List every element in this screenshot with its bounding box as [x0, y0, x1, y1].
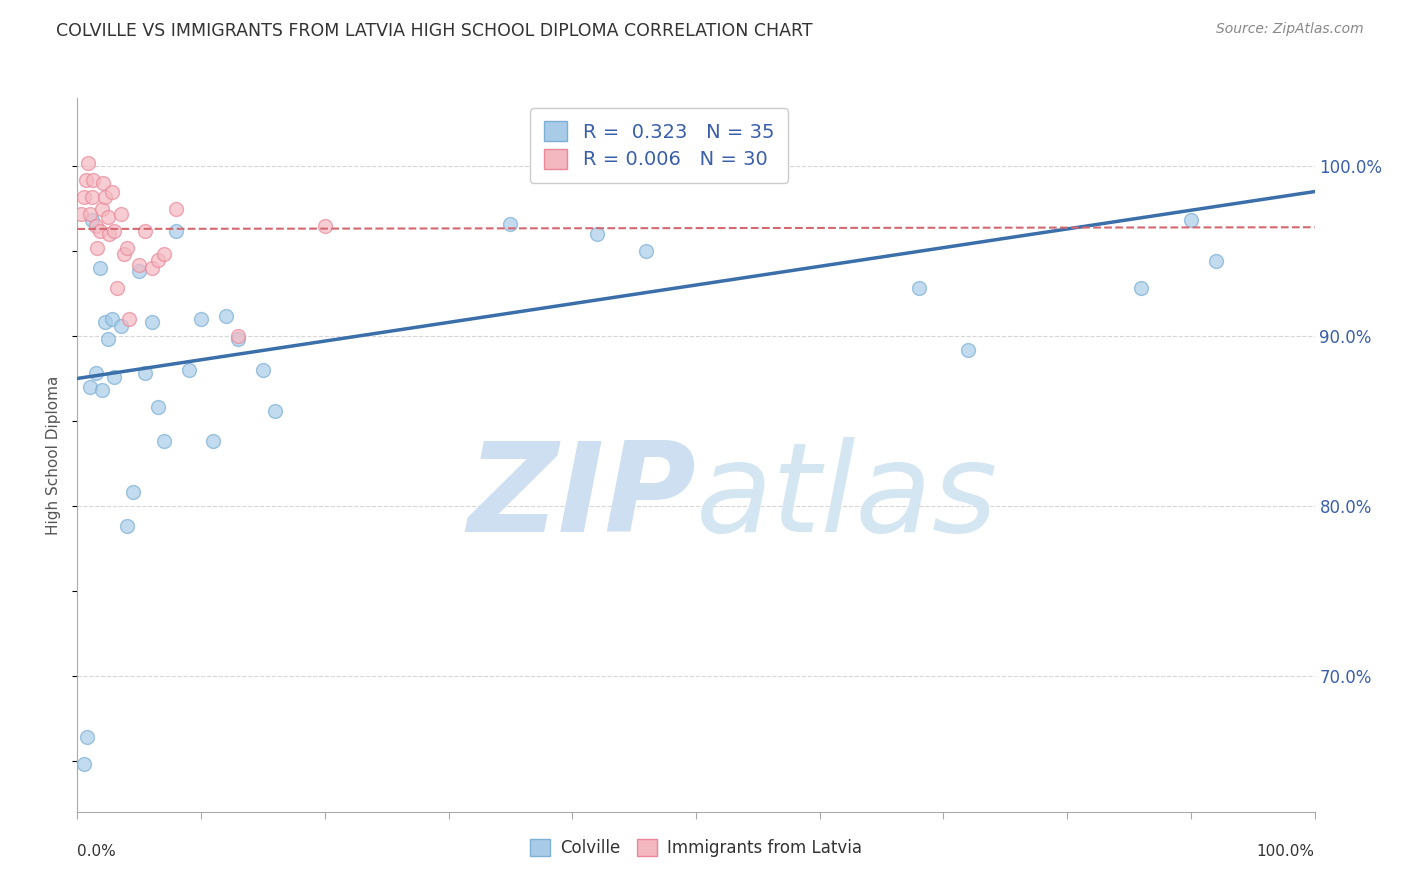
Point	[226, 329, 249, 343]
Point	[153, 247, 176, 261]
Point	[84, 219, 107, 233]
Point	[153, 434, 176, 449]
Point	[226, 332, 249, 346]
Point	[79, 380, 101, 394]
Point	[215, 309, 238, 323]
Point	[165, 224, 187, 238]
Point	[499, 217, 522, 231]
Point	[110, 318, 132, 333]
Legend: Colville, Immigrants from Latvia: Colville, Immigrants from Latvia	[523, 832, 869, 864]
Point	[105, 281, 128, 295]
Point	[101, 185, 124, 199]
Point	[907, 281, 929, 295]
Point	[1180, 213, 1202, 227]
Point	[128, 258, 150, 272]
Point	[82, 213, 104, 227]
Point	[165, 202, 187, 216]
Point	[84, 367, 107, 381]
Point	[957, 343, 980, 357]
Point	[1130, 281, 1153, 295]
Point	[93, 189, 115, 203]
Point	[141, 260, 163, 275]
Point	[82, 172, 104, 186]
Point	[118, 312, 141, 326]
Point	[86, 241, 108, 255]
Point	[190, 312, 212, 326]
Point	[79, 207, 101, 221]
Point	[103, 369, 125, 384]
Point	[264, 403, 287, 417]
Point	[75, 172, 97, 186]
Point	[314, 219, 336, 233]
Point	[97, 210, 120, 224]
Point	[115, 519, 138, 533]
Point	[141, 315, 163, 329]
Point	[97, 332, 120, 346]
Point	[146, 252, 169, 267]
Point	[91, 176, 114, 190]
Point	[89, 224, 111, 238]
Point	[72, 757, 94, 772]
Point	[177, 363, 200, 377]
Point	[93, 315, 115, 329]
Text: atlas: atlas	[696, 437, 998, 558]
Point	[122, 485, 145, 500]
Point	[115, 241, 138, 255]
Point	[101, 312, 124, 326]
Point	[202, 434, 225, 449]
Point	[1205, 254, 1227, 268]
Point	[76, 730, 98, 744]
Point	[91, 202, 114, 216]
Text: COLVILLE VS IMMIGRANTS FROM LATVIA HIGH SCHOOL DIPLOMA CORRELATION CHART: COLVILLE VS IMMIGRANTS FROM LATVIA HIGH …	[56, 22, 813, 40]
Point	[70, 207, 93, 221]
Point	[98, 227, 121, 241]
Point	[134, 224, 156, 238]
Point	[112, 247, 135, 261]
Point	[82, 189, 104, 203]
Point	[636, 244, 658, 258]
Point	[110, 207, 132, 221]
Point	[586, 227, 609, 241]
Y-axis label: High School Diploma: High School Diploma	[46, 376, 62, 534]
Point	[72, 189, 94, 203]
Point	[134, 367, 156, 381]
Text: Source: ZipAtlas.com: Source: ZipAtlas.com	[1216, 22, 1364, 37]
Text: 100.0%: 100.0%	[1257, 844, 1315, 859]
Point	[146, 401, 169, 415]
Text: ZIP: ZIP	[467, 437, 696, 558]
Point	[103, 224, 125, 238]
Point	[77, 155, 100, 169]
Point	[128, 264, 150, 278]
Point	[91, 384, 114, 398]
Point	[252, 363, 274, 377]
Point	[89, 260, 111, 275]
Text: 0.0%: 0.0%	[77, 844, 117, 859]
